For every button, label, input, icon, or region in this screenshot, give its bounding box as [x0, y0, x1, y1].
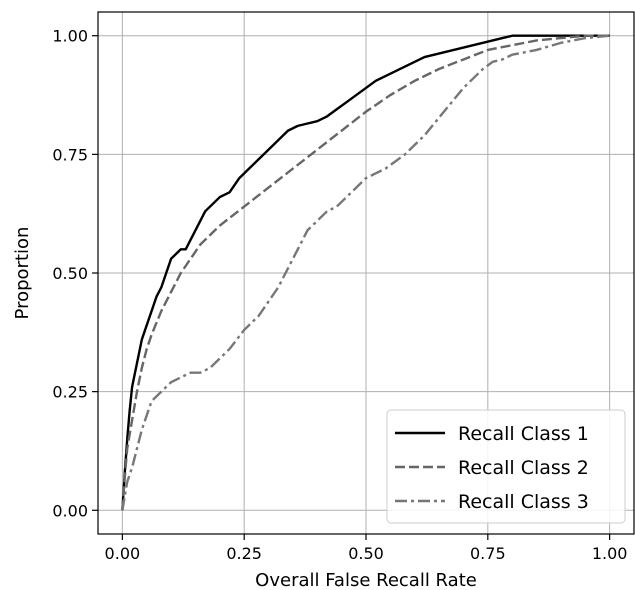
y-tick-label: 0.50 [52, 264, 88, 283]
x-tick-label: 0.75 [470, 544, 506, 563]
series-lines [121, 34, 610, 511]
y-tick-label: 0.75 [52, 145, 88, 164]
legend-label-2: Recall Class 2 [458, 457, 589, 479]
legend-label-1: Recall Class 1 [458, 423, 589, 445]
x-tick-label: 0.00 [105, 544, 141, 563]
x-tick-label: 0.25 [226, 544, 262, 563]
y-tick-label: 0.25 [52, 383, 88, 402]
series-line-3 [121, 34, 610, 511]
y-axis-label: Proportion [12, 227, 33, 320]
x-tick-label: 1.00 [592, 544, 628, 563]
y-tick-label: 1.00 [52, 27, 88, 46]
y-tick-label: 0.00 [52, 501, 88, 520]
legend: Recall Class 1 Recall Class 2 Recall Class… [386, 409, 626, 524]
series-line-1 [121, 34, 610, 511]
x-tick-label: 0.50 [348, 544, 384, 563]
axis-ticks: 0.00 0.25 0.50 0.75 1.00 0.00 0.25 0.50 0.75 1.00 [52, 27, 627, 563]
legend-label-3: Recall Class 3 [458, 491, 589, 513]
x-axis-label: Overall False Recall Rate [255, 570, 477, 590]
series-line-2 [121, 34, 610, 511]
legend-box [386, 409, 626, 524]
